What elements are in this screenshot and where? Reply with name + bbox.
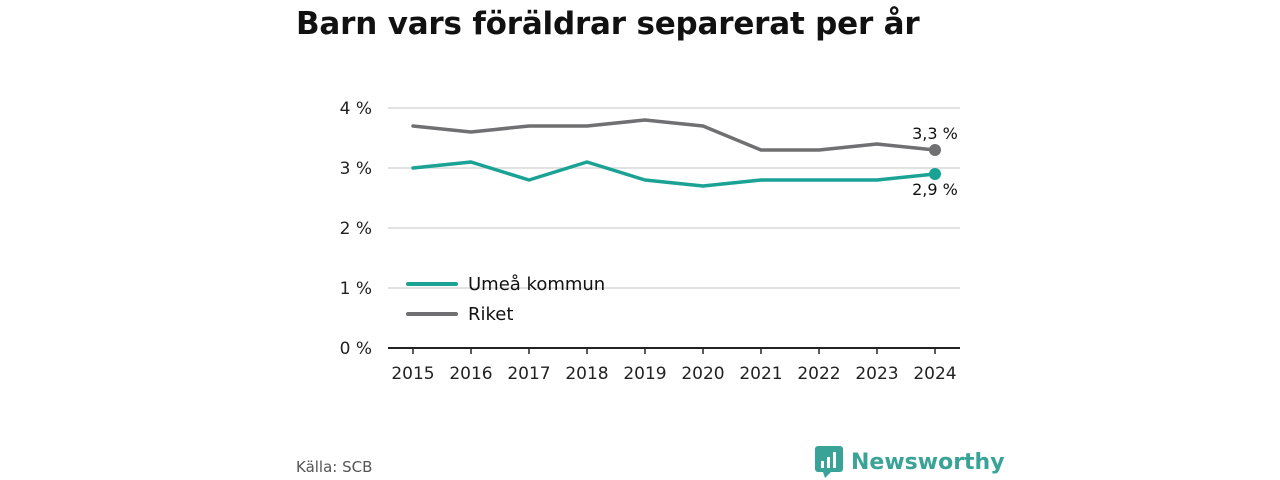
x-tick-label: 2020 — [681, 364, 724, 384]
grid-lines — [388, 107, 960, 289]
x-tick-label: 2018 — [565, 364, 608, 384]
series-end-point — [929, 144, 941, 156]
x-tick-label: 2016 — [449, 364, 492, 384]
source-note: Källa: SCB — [296, 458, 373, 476]
legend-label: Umeå kommun — [468, 274, 605, 295]
y-tick-label: 0 % — [340, 339, 372, 359]
x-tick-label: 2024 — [913, 364, 956, 384]
end-value-label: 2,9 % — [912, 180, 958, 199]
y-tick-label: 1 % — [340, 279, 372, 299]
brand-logo: Newsworthy — [815, 446, 1005, 478]
x-axis: 2015 2016 2017 2018 2019 2020 2021 2022 2023 2024 — [388, 347, 960, 384]
chart-title: Barn vars föräldrar separerat per år — [296, 6, 920, 42]
bar-chart-speech-icon — [815, 446, 843, 478]
y-axis-ticks: 0 % 1 % 2 % 3 % 4 % — [340, 99, 372, 359]
x-tick-label: 2019 — [623, 364, 666, 384]
series-end-point — [929, 168, 941, 180]
legend-label: Riket — [468, 304, 513, 325]
series-line — [411, 160, 937, 188]
y-tick-label: 2 % — [340, 219, 372, 239]
x-tick-label: 2023 — [855, 364, 898, 384]
legend: Umeå kommun Riket — [406, 274, 605, 325]
y-tick-label: 4 % — [340, 99, 372, 119]
series-line — [411, 118, 937, 152]
x-tick-label: 2015 — [391, 364, 434, 384]
brand-name: Newsworthy — [851, 449, 1005, 475]
x-tick-label: 2022 — [797, 364, 840, 384]
x-tick-label: 2017 — [507, 364, 550, 384]
series-lines: 3,3 % 2,9 % — [411, 118, 958, 199]
y-tick-label: 3 % — [340, 159, 372, 179]
x-tick-label: 2021 — [739, 364, 782, 384]
end-value-label: 3,3 % — [912, 124, 958, 143]
